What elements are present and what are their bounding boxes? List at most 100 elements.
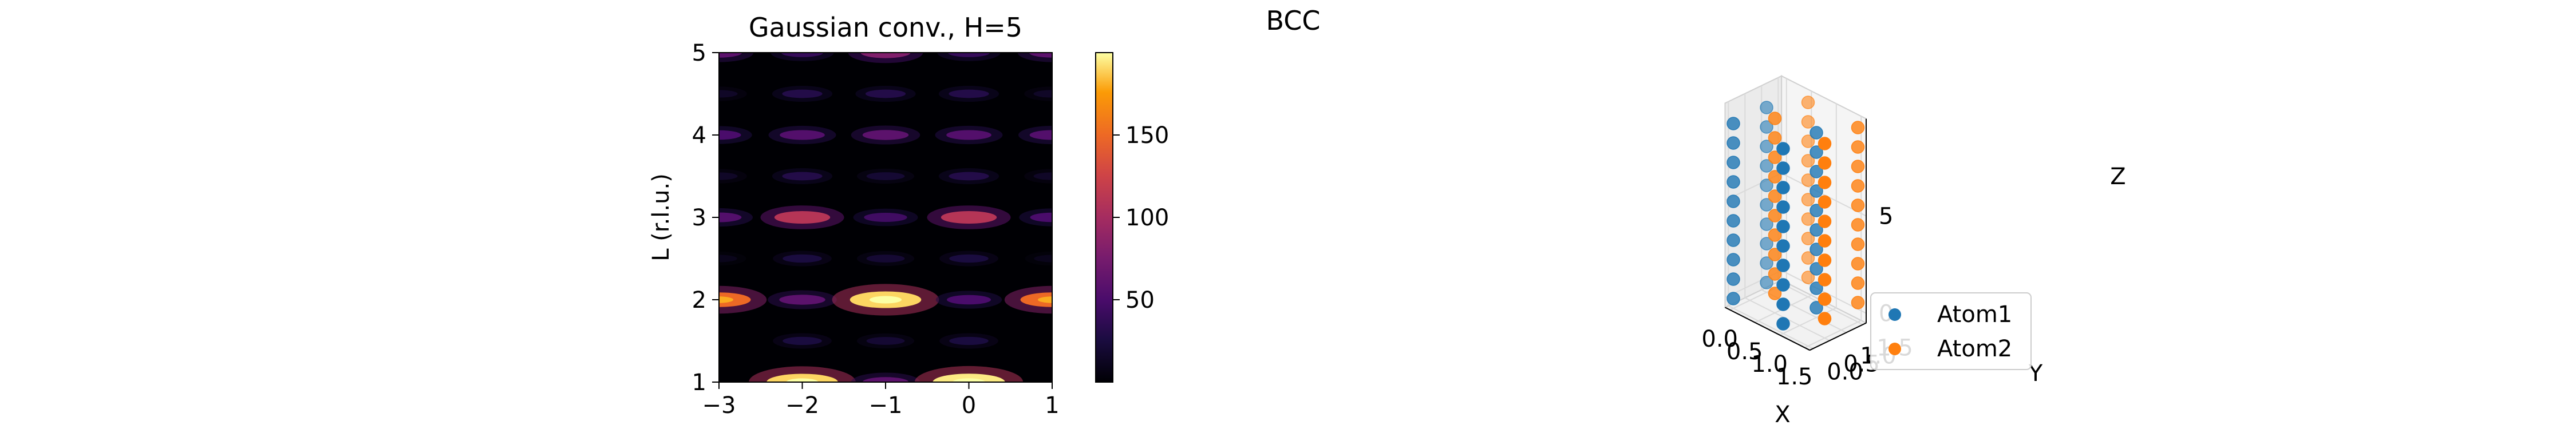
heatmap-peak xyxy=(939,333,998,349)
colorbar-tick-label: 50 xyxy=(1125,287,1155,313)
scatter3d-point xyxy=(1768,228,1782,242)
scatter3d-point xyxy=(1851,218,1865,232)
scatter3d-gridline xyxy=(1781,269,1867,314)
scatter3d-point xyxy=(1776,259,1790,272)
x-axis-line xyxy=(1725,307,1810,351)
colorbar-gradient xyxy=(1095,52,1113,383)
legend-label-atom1: Atom1 xyxy=(1937,301,2012,328)
heatmap-peak xyxy=(772,168,833,184)
heatmap-peak xyxy=(719,208,753,227)
scatter3d-point xyxy=(1768,131,1782,145)
heatmap-peak xyxy=(927,205,1011,229)
scatter3d-point xyxy=(1726,194,1740,208)
scatter3d-point xyxy=(1809,145,1823,159)
scatter3d-point xyxy=(1760,159,1773,173)
legend: Atom1 Atom2 xyxy=(1870,292,2032,370)
scatter3d-point xyxy=(1776,239,1790,253)
scatter3d-point xyxy=(1851,140,1865,154)
y-tick-label: 0.0 xyxy=(1827,359,1863,385)
scatter3d-point xyxy=(1760,140,1773,153)
scatter3d-point xyxy=(1801,154,1815,168)
heatmap-y-tick-label: 1 xyxy=(692,370,706,396)
heatmap-y-label: L (r.l.u.) xyxy=(648,173,674,261)
scatter3d-point xyxy=(1726,233,1740,247)
scatter3d-point xyxy=(1818,195,1832,209)
x-tick-label: 0.0 xyxy=(1701,326,1738,352)
heatmap-peak xyxy=(772,86,833,102)
scatter3d-point xyxy=(1818,273,1832,287)
heatmap-peak xyxy=(938,86,999,102)
heatmap-peak xyxy=(719,251,746,266)
scatter3d-point xyxy=(1768,209,1782,223)
scatter3d-point xyxy=(1768,267,1782,281)
scatter3d-point xyxy=(1851,160,1865,173)
legend-box xyxy=(1870,292,2032,370)
scatter3d-point xyxy=(1801,271,1815,284)
scatter3d-panel: 0.00.51.01.50.00.51.01.505 X Y Z Atom1 A… xyxy=(1701,75,2126,428)
scatter3d-point xyxy=(1851,237,1865,251)
heatmap-peak xyxy=(856,333,915,349)
heatmap-peak xyxy=(771,53,834,61)
heatmap-x-tick-label: 0 xyxy=(962,392,976,419)
scatter3d-point xyxy=(1801,96,1815,109)
scatter3d-point xyxy=(1818,156,1832,170)
heatmap-peak xyxy=(719,53,754,62)
heatmap-peak xyxy=(855,86,916,102)
heatmap-peak xyxy=(851,125,920,145)
x-tick-label: 1.5 xyxy=(1776,364,1813,390)
heatmap-peak xyxy=(1025,251,1052,266)
heatmap-peak xyxy=(749,366,856,382)
scatter3d-point xyxy=(1809,126,1823,140)
heatmap-peak xyxy=(1024,169,1052,184)
heatmap-x-tick-label: −3 xyxy=(702,392,736,419)
heatmap-peak xyxy=(760,205,844,229)
scatter3d-point xyxy=(1809,184,1823,198)
scatter3d-point xyxy=(1776,220,1790,233)
heatmap-peak xyxy=(768,290,837,309)
scatter3d-gridline xyxy=(1728,305,1814,349)
scatter3d-point xyxy=(1776,200,1790,214)
scatter3d-point xyxy=(1818,253,1832,267)
heatmap-peak xyxy=(937,53,1001,61)
heatmap-peak xyxy=(935,291,1002,309)
scatter3d-point xyxy=(1809,223,1823,237)
heatmap-x-ticks: −3 −2 −1 0 1 xyxy=(702,382,1060,419)
scatter3d-axes xyxy=(1724,75,1868,351)
scatter3d-point xyxy=(1760,276,1773,289)
scatter3d-point xyxy=(1760,256,1773,270)
heatmap-peak xyxy=(773,251,832,267)
scatter3d-point xyxy=(1801,212,1815,226)
heatmap-peak xyxy=(856,251,915,267)
scatter3d-point xyxy=(1851,257,1865,271)
heatmap-peak xyxy=(1018,125,1052,145)
x-tick-label: 0.5 xyxy=(1726,339,1763,365)
figure-title: BCC xyxy=(1266,5,1321,36)
scatter3d-point xyxy=(1818,234,1832,248)
scatter3d-point xyxy=(1726,136,1740,150)
heatmap-peak xyxy=(1017,53,1052,62)
heatmap-peak xyxy=(768,125,836,145)
z-tick-label: 5 xyxy=(1879,204,1893,230)
scatter3d-point xyxy=(1726,175,1740,189)
scatter3d-point xyxy=(1760,217,1773,231)
scatter3d-point xyxy=(1760,101,1773,114)
scatter3d-point xyxy=(1776,181,1790,194)
scatter3d-point xyxy=(1809,262,1823,276)
heatmap-x-tick-label: −2 xyxy=(785,392,819,419)
scatter3d-point xyxy=(1851,179,1865,193)
heatmap-x-tick-label: 1 xyxy=(1045,392,1059,419)
heatmap-y-tick-label: 3 xyxy=(692,205,706,231)
scatter3d-point xyxy=(1809,281,1823,295)
heatmap-peak xyxy=(853,208,918,227)
heatmap-panel: Gaussian conv., H=5 −3 −2 −1 0 1 1 2 3 4 5 L (r.… xyxy=(648,12,1060,419)
scatter3d-point xyxy=(1809,165,1823,178)
heatmap-peak xyxy=(935,125,1003,145)
scatter3d-point xyxy=(1726,214,1740,228)
scatter3d-point xyxy=(1768,189,1782,203)
heatmap-peak xyxy=(719,86,747,101)
scatter3d-point xyxy=(1801,193,1815,206)
scatter3d-point xyxy=(1818,292,1832,306)
z-axis-label: Z xyxy=(2110,164,2125,190)
scatter3d-point xyxy=(1760,198,1773,212)
